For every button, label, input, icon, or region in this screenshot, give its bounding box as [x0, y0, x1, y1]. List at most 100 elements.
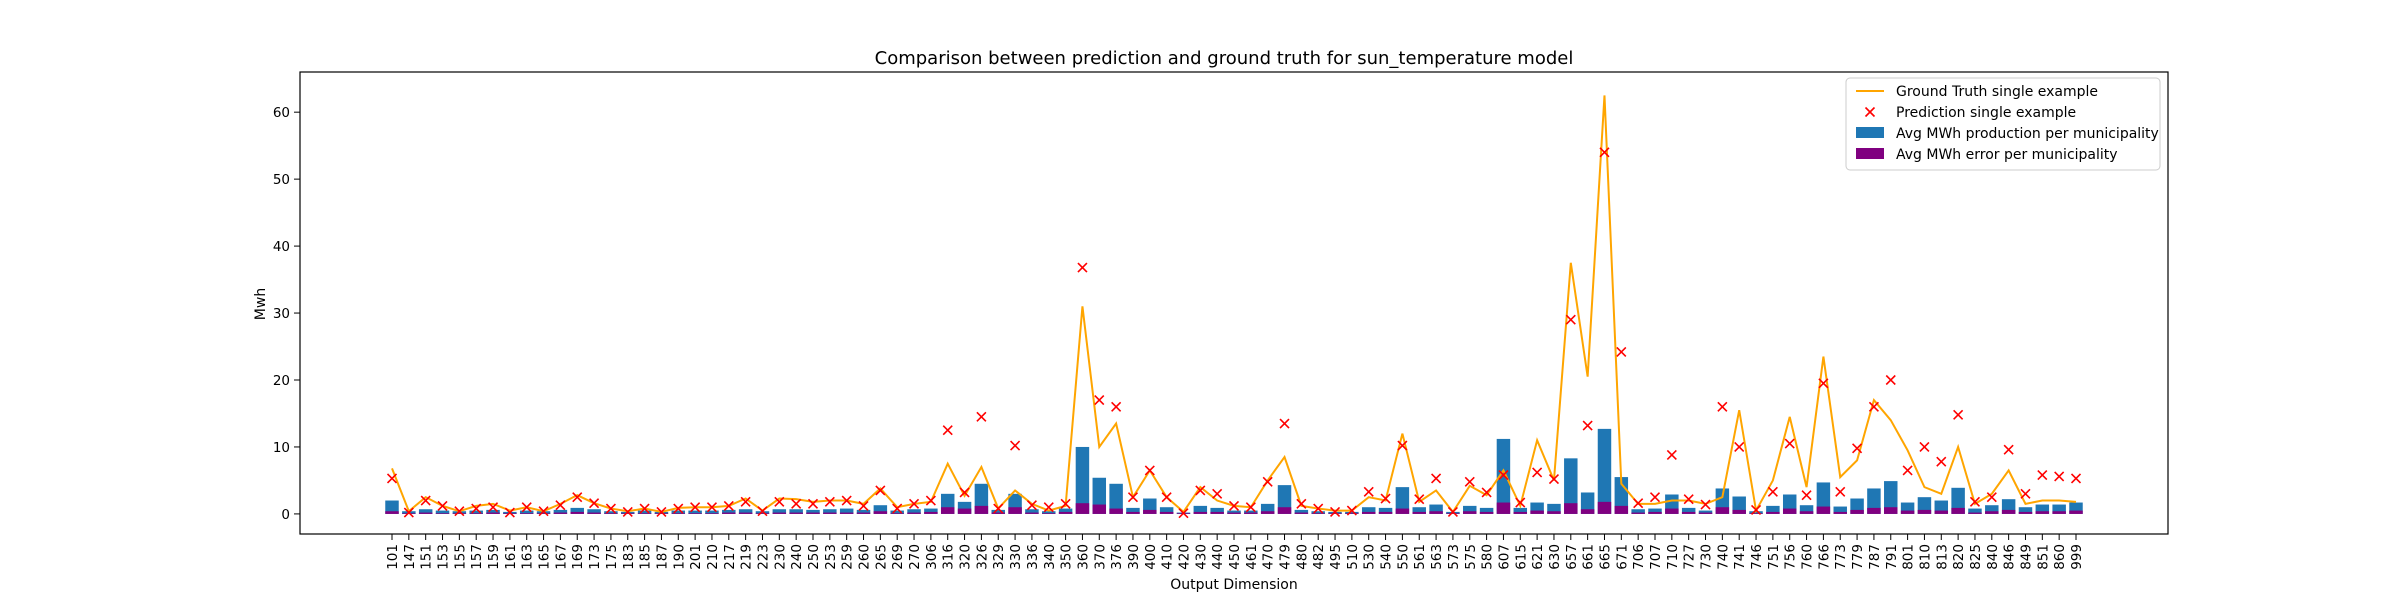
production-bar — [1985, 505, 1999, 514]
production-bar — [1244, 510, 1258, 514]
x-tick-label: 360 — [1075, 544, 1091, 570]
x-tick-label: 849 — [2018, 544, 2034, 570]
prediction-point — [807, 498, 819, 509]
x-tick-label: 183 — [621, 544, 637, 570]
error-bar — [1008, 507, 1022, 514]
error-bar — [705, 513, 719, 514]
prediction-point — [605, 503, 616, 514]
error-bar — [1681, 511, 1696, 514]
error-bar — [1597, 501, 1612, 514]
production-bar — [991, 509, 1005, 514]
x-tick-label: 779 — [1850, 544, 1866, 570]
prediction-point — [959, 487, 970, 498]
production-bar — [1058, 508, 1073, 514]
error-bar — [1463, 511, 1477, 514]
x-tick-label: 153 — [436, 544, 452, 570]
x-tick-label: 400 — [1143, 544, 1159, 570]
prediction-point — [1616, 346, 1627, 357]
production-bar — [1917, 497, 1932, 514]
prediction-point — [706, 502, 718, 513]
production-bar — [519, 510, 534, 514]
production-bar — [2035, 504, 2050, 514]
production-bar — [1311, 511, 1325, 514]
production-bar — [536, 511, 551, 514]
prediction-point — [1447, 506, 1458, 517]
production-bar — [1210, 507, 1224, 514]
prediction-point — [1548, 474, 1560, 485]
error-bar — [1799, 511, 1814, 514]
error-bar — [1513, 511, 1528, 514]
error-bar — [1547, 511, 1561, 514]
prediction-point — [1750, 504, 1762, 515]
prediction-point — [1868, 401, 1879, 412]
error-bar — [1311, 513, 1325, 514]
x-tick-label: 563 — [1429, 544, 1445, 570]
production-bar — [435, 510, 450, 514]
x-tick-label: 450 — [1227, 544, 1243, 570]
legend-swatch-production — [1856, 127, 1884, 138]
prediction-point — [1683, 494, 1694, 505]
prediction-point — [1700, 499, 1711, 510]
prediction-point — [454, 506, 465, 517]
x-tick-label: 727 — [1682, 544, 1698, 570]
error-bar — [1715, 507, 1730, 514]
production-bar — [1564, 458, 1578, 514]
prediction-point — [1144, 465, 1155, 476]
error-bar — [1614, 505, 1629, 514]
production-bar — [671, 510, 686, 514]
x-tick-label: 791 — [1884, 544, 1900, 570]
prediction-point — [1010, 440, 1021, 451]
prediction-point — [925, 495, 936, 506]
prediction-point — [1767, 486, 1778, 497]
prediction-point — [723, 500, 734, 511]
error-bar — [2001, 509, 2016, 514]
x-tick-label: 825 — [1968, 544, 1984, 570]
error-bar — [536, 513, 551, 514]
error-bar — [1025, 512, 1039, 514]
error-bar — [823, 512, 837, 514]
error-bar — [637, 513, 652, 514]
error-bar — [755, 513, 770, 514]
prediction-point — [1902, 465, 1913, 476]
error-bar — [654, 513, 669, 514]
prediction-point — [774, 496, 785, 507]
prediction-point — [1582, 420, 1593, 431]
prediction-point — [386, 473, 398, 484]
error-bar — [435, 513, 450, 514]
production-bar — [1429, 504, 1443, 514]
error-bar — [1446, 513, 1460, 514]
error-bar — [856, 512, 871, 514]
production-bar — [823, 509, 837, 514]
production-bar — [1547, 503, 1561, 514]
prediction-point — [1313, 503, 1324, 514]
production-bar — [705, 510, 719, 514]
production-bar — [722, 509, 736, 514]
error-bar — [1109, 508, 1123, 514]
production-bar — [570, 507, 584, 514]
y-tick-label: 30 — [273, 306, 290, 322]
error-bar — [1126, 511, 1140, 514]
legend: Ground Truth single example Prediction si… — [1845, 77, 2161, 171]
x-tick-label: 810 — [1917, 544, 1933, 570]
x-tick-label: 217 — [722, 544, 738, 570]
prediction-point — [1414, 494, 1425, 505]
x-tick-label: 607 — [1496, 544, 1512, 570]
plot-area — [385, 95, 2083, 519]
error-bar — [1698, 512, 1713, 514]
production-bar — [1968, 508, 1982, 514]
y-tick-label: 50 — [273, 172, 290, 188]
error-bar — [957, 508, 972, 514]
prediction-point — [1262, 476, 1273, 487]
x-tick-label: 173 — [587, 544, 603, 570]
x-tick-label: 259 — [840, 544, 856, 570]
production-bar — [1884, 481, 1898, 514]
error-bar — [486, 512, 500, 514]
error-bar — [772, 512, 787, 514]
x-tick-label: 540 — [1379, 544, 1395, 570]
x-tick-label: 169 — [570, 544, 586, 570]
prediction-point — [976, 411, 987, 422]
prediction-point — [1633, 498, 1644, 509]
production-bar — [1277, 485, 1292, 514]
prediction-point — [1818, 378, 1829, 389]
